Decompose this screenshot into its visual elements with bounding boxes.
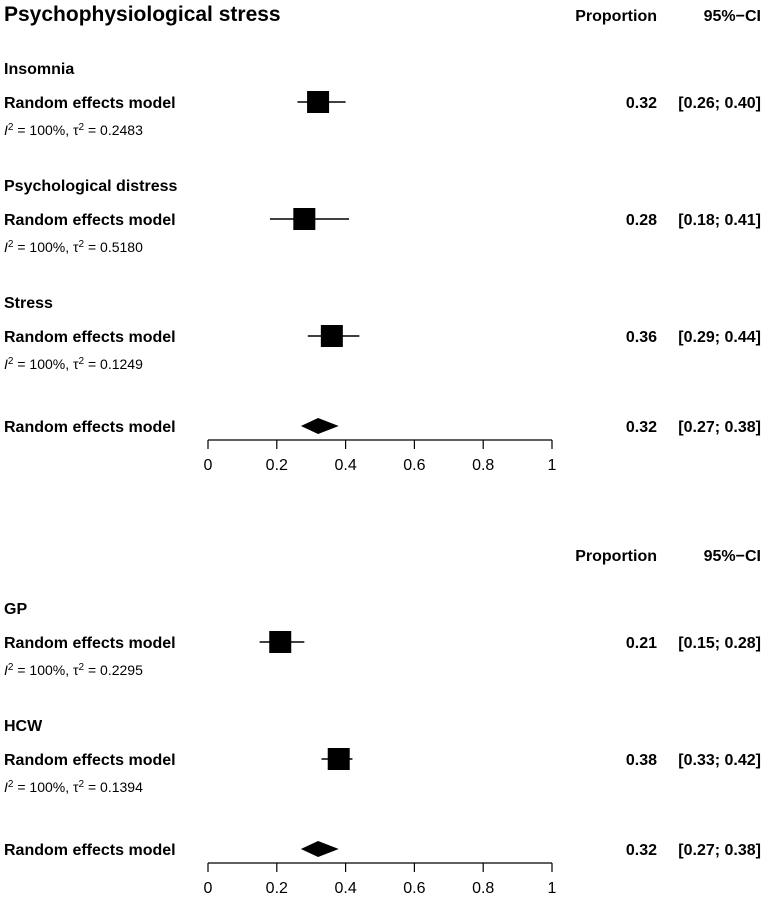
estimate-box	[269, 631, 292, 653]
model-label: Random effects model	[4, 752, 176, 769]
estimate-value: 0.21	[626, 635, 657, 652]
overall-model-label: Random effects model	[4, 842, 176, 859]
overall-ci-value: [0.27; 0.38]	[678, 419, 761, 436]
x-tick-label: 1	[548, 457, 557, 474]
x-tick-label: 1	[548, 880, 557, 897]
heterogeneity-stats: I2 = 100%, τ2 = 0.1249	[4, 356, 143, 373]
estimate-box	[327, 748, 350, 770]
group-label: GP	[4, 601, 27, 618]
overall-estimate-value: 0.32	[626, 419, 657, 436]
estimate-box	[293, 208, 316, 230]
group-label: Psychological distress	[4, 178, 178, 195]
x-tick-label: 0.6	[403, 880, 425, 897]
estimate-value: 0.28	[626, 212, 657, 229]
ci-value: [0.29; 0.44]	[678, 329, 761, 346]
x-tick-label: 0	[204, 457, 213, 474]
x-tick-label: 0.6	[403, 457, 425, 474]
x-tick-label: 0.2	[266, 457, 288, 474]
estimate-value: 0.38	[626, 752, 657, 769]
group-label: HCW	[4, 718, 43, 735]
column-header-ci: 95%−CI	[704, 548, 761, 565]
x-tick-label: 0.4	[334, 880, 356, 897]
x-tick-label: 0.2	[266, 880, 288, 897]
estimate-value: 0.32	[626, 95, 657, 112]
overall-estimate-value: 0.32	[626, 842, 657, 859]
model-label: Random effects model	[4, 95, 176, 112]
overall-diamond	[300, 841, 339, 857]
column-header-ci: 95%−CI	[704, 8, 761, 25]
overall-diamond	[300, 418, 339, 434]
heterogeneity-stats: I2 = 100%, τ2 = 0.2483	[4, 122, 143, 139]
x-tick-label: 0.8	[472, 457, 494, 474]
heterogeneity-stats: I2 = 100%, τ2 = 0.5180	[4, 239, 143, 256]
ci-value: [0.33; 0.42]	[678, 752, 761, 769]
model-label: Random effects model	[4, 635, 176, 652]
ci-value: [0.26; 0.40]	[678, 95, 761, 112]
group-label: Insomnia	[4, 61, 74, 78]
column-header-estimate: Proportion	[575, 8, 657, 25]
overall-ci-value: [0.27; 0.38]	[678, 842, 761, 859]
overall-model-label: Random effects model	[4, 419, 176, 436]
heterogeneity-stats: I2 = 100%, τ2 = 0.2295	[4, 662, 143, 679]
group-label: Stress	[4, 295, 53, 312]
chart-title: Psychophysiological stress	[4, 3, 281, 26]
estimate-box	[320, 325, 343, 347]
model-label: Random effects model	[4, 329, 176, 346]
ci-value: [0.18; 0.41]	[678, 212, 761, 229]
x-tick-label: 0	[204, 880, 213, 897]
x-tick-label: 0.8	[472, 880, 494, 897]
estimate-box	[307, 91, 330, 113]
estimate-value: 0.36	[626, 329, 657, 346]
ci-value: [0.15; 0.28]	[678, 635, 761, 652]
model-label: Random effects model	[4, 212, 176, 229]
x-tick-label: 0.4	[334, 457, 356, 474]
column-header-estimate: Proportion	[575, 548, 657, 565]
heterogeneity-stats: I2 = 100%, τ2 = 0.1394	[4, 779, 143, 796]
